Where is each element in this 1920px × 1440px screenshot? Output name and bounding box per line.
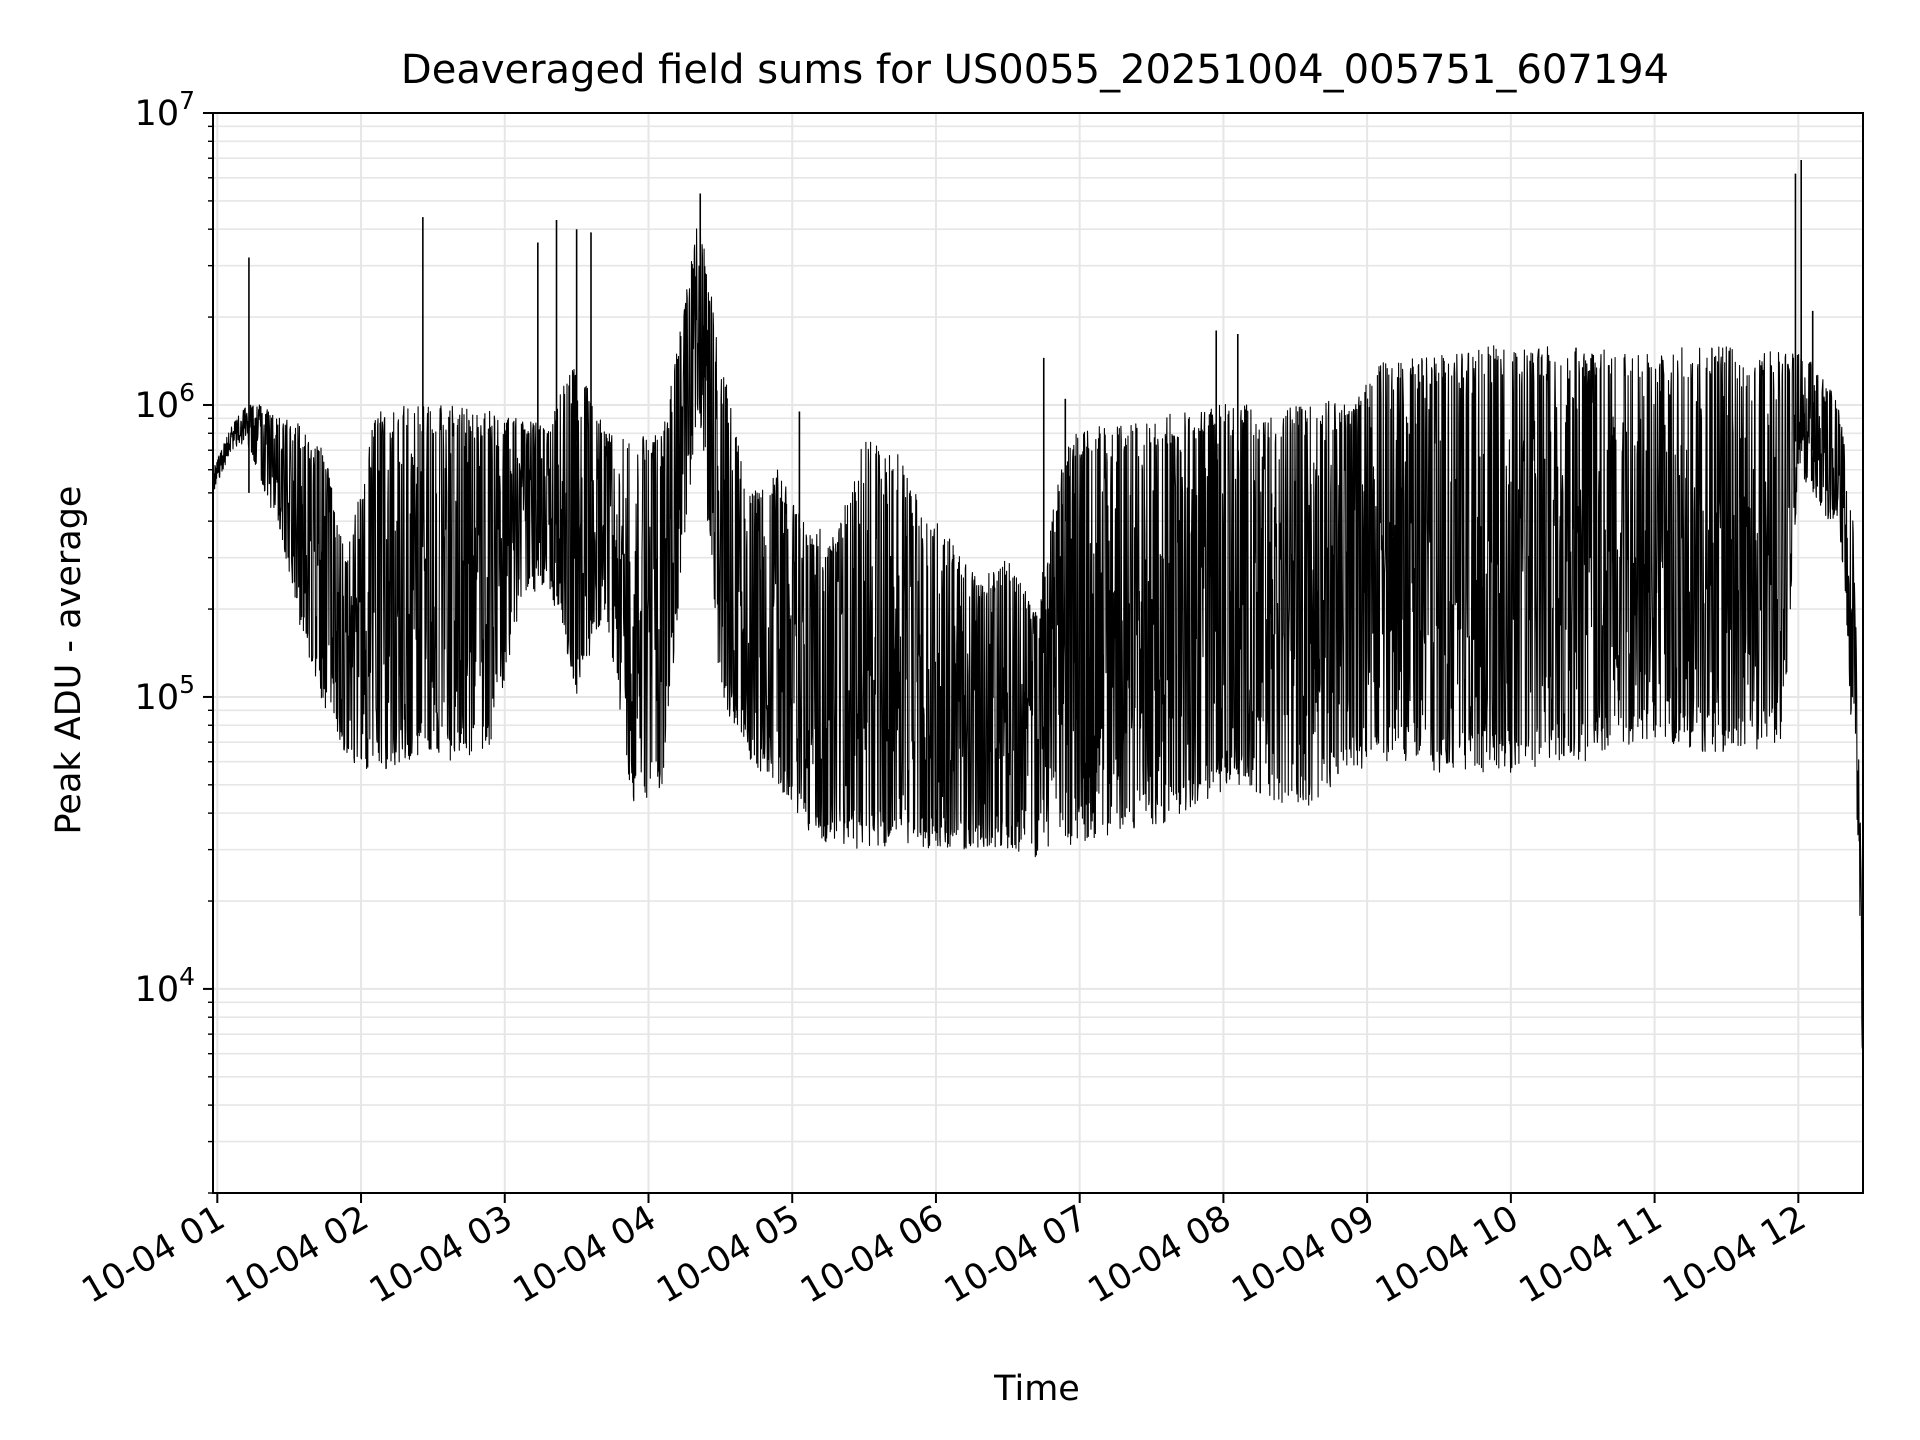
y-tick-label: 106 [135, 378, 195, 426]
y-tick-label: 104 [135, 962, 195, 1010]
chart-title: Deaveraged field sums for US0055_2025100… [401, 47, 1669, 93]
y-tick-label: 107 [135, 86, 195, 134]
plot-frame [212, 112, 1864, 1194]
y-tick-label: 105 [135, 670, 195, 718]
series-path [212, 228, 1864, 1095]
series-line [212, 160, 1864, 1095]
x-axis-label: Time [993, 1369, 1080, 1409]
y-axis-label: Peak ADU - average [49, 486, 89, 835]
